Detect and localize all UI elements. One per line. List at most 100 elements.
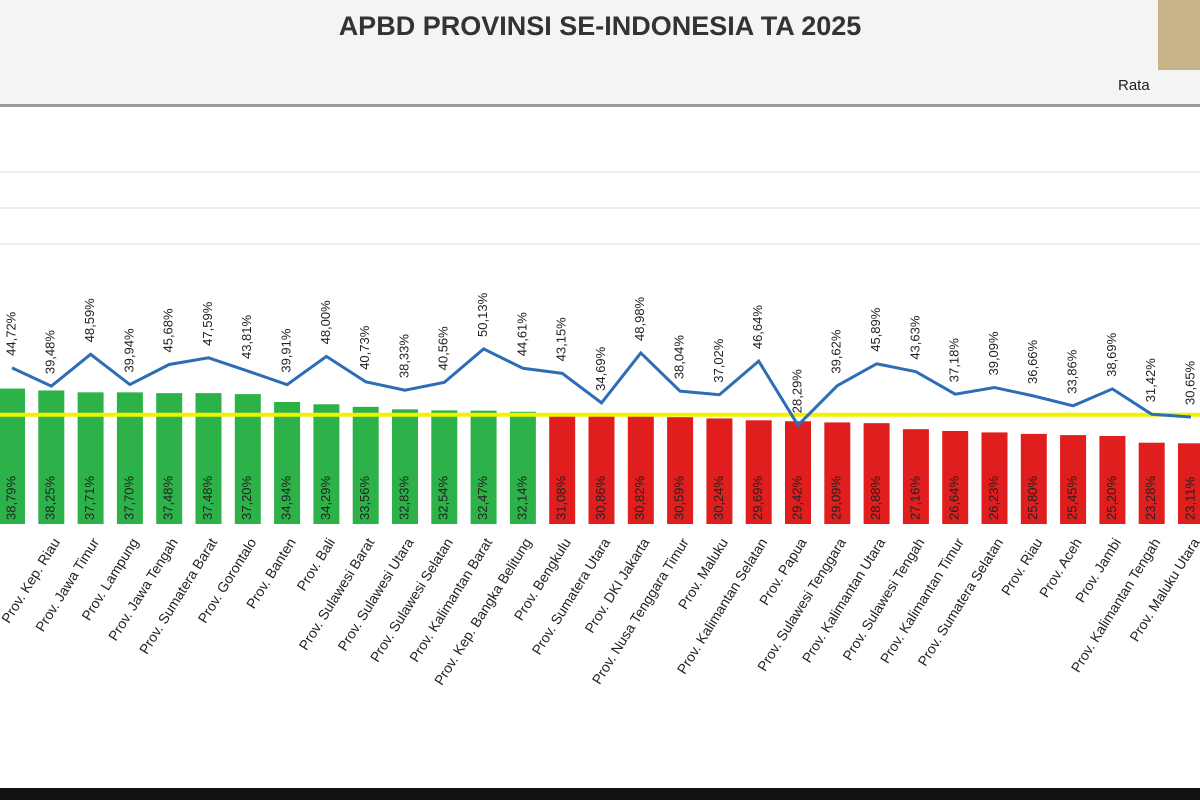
bar [38, 390, 65, 524]
line-series [11, 347, 1192, 428]
chart-title: APBD PROVINSI SE-INDONESIA TA 2025 [339, 11, 862, 41]
bar-value-label: 37,70% [121, 475, 136, 520]
bar-value-label: 23,11% [1182, 476, 1197, 520]
bar [1020, 433, 1047, 524]
bar [352, 406, 379, 524]
bar-value-label: 34,29% [318, 475, 333, 520]
bar-value-label: 29,69% [750, 475, 765, 520]
line-value-label: 44,61% [514, 312, 529, 357]
bar [392, 409, 418, 524]
line-value-label: 48,00% [318, 300, 333, 345]
line-value-label: 36,66% [1025, 339, 1040, 384]
line-value-label: 45,68% [161, 308, 176, 353]
line-value-label: 37,18% [947, 338, 962, 383]
line-value-label: 39,48% [43, 330, 58, 375]
bar [431, 410, 458, 524]
bar-value-label: 32,14% [514, 475, 529, 520]
bar [824, 422, 851, 524]
bar [627, 416, 654, 524]
line-value-label: 33,86% [1065, 349, 1080, 394]
bar [981, 432, 1008, 524]
bar-value-label: 29,09% [829, 475, 844, 520]
bar-value-label: 30,24% [711, 475, 726, 520]
line-value-label: 44,72% [3, 311, 18, 356]
bar-value-label: 28,88% [868, 475, 883, 520]
line-value-label: 38,69% [1104, 332, 1119, 377]
bar-value-label: 26,23% [986, 475, 1001, 520]
bar [509, 411, 536, 524]
bar-value-label: 32,54% [436, 475, 451, 520]
bar-value-label: 25,45% [1065, 475, 1080, 520]
line-value-label: 38,04% [672, 335, 687, 380]
bar [1178, 443, 1200, 524]
bar-value-label: 37,48% [161, 475, 176, 520]
bar-value-label: 23,28% [1143, 475, 1158, 520]
bar-value-label: 38,25% [43, 475, 58, 520]
bar [667, 417, 694, 524]
line-value-label: 48,98% [632, 296, 647, 341]
line-value-label: 40,73% [357, 325, 372, 370]
x-tick-label: Prov. Sulawesi Barat [296, 535, 378, 653]
legend-text: Rata [1118, 77, 1150, 94]
bar [863, 423, 890, 524]
bar [470, 410, 497, 524]
bar [706, 418, 733, 524]
bar-value-label: 37,20% [239, 475, 254, 520]
bar-value-label: 30,86% [593, 475, 608, 520]
line-value-label: 37,02% [711, 338, 726, 383]
bar-value-label: 25,20% [1104, 475, 1119, 520]
line-value-label: 28,29% [789, 369, 804, 414]
line-value-label: 39,91% [279, 328, 294, 373]
line-value-label: 46,64% [750, 305, 765, 350]
line-value-label: 43,81% [239, 314, 254, 359]
bar [274, 402, 301, 524]
bar-value-label: 26,64% [947, 475, 962, 520]
bar [745, 420, 772, 524]
bar-value-label: 31,08% [554, 475, 569, 520]
line-value-label: 48,59% [82, 298, 97, 343]
bar [549, 415, 576, 524]
line-value-label: 39,94% [121, 328, 136, 373]
bar-value-label: 33,56% [357, 475, 372, 520]
bar [902, 429, 929, 524]
bar-value-label: 29,42% [789, 475, 804, 520]
bar-value-label: 37,71% [82, 475, 97, 520]
bar [1138, 442, 1165, 524]
bar-value-label: 30,82% [632, 475, 647, 520]
bar-value-label: 27,16% [907, 475, 922, 520]
bar-value-label: 25,80% [1025, 475, 1040, 520]
bar [942, 430, 969, 524]
bar [0, 388, 25, 524]
bar [1060, 435, 1087, 524]
line-value-label: 38,33% [396, 334, 411, 379]
bar-value-label: 32,83% [396, 475, 411, 520]
line-value-label: 40,56% [436, 326, 451, 371]
x-tick-label: Prov. Maluku Utara [1126, 535, 1200, 644]
bar-value-label: 30,59% [672, 475, 687, 520]
line-value-label: 47,59% [200, 301, 215, 346]
line-value-label: 31,42% [1143, 358, 1158, 403]
bar [313, 404, 340, 524]
bar [785, 421, 811, 524]
header-rule [0, 104, 1200, 107]
bar-value-label: 37,48% [200, 475, 215, 520]
bottom-bar [0, 788, 1200, 800]
bar-value-label: 38,79% [3, 475, 18, 520]
header-band [0, 0, 1200, 104]
line-value-label: 43,63% [907, 315, 922, 360]
x-tick-label: Prov. Bali [293, 535, 338, 593]
line-value-label: 39,62% [829, 329, 844, 374]
line-value-label: 30,65% [1182, 360, 1197, 405]
bar-value-label: 32,47% [475, 475, 490, 520]
line-value-label: 34,69% [593, 346, 608, 391]
line-value-label: 43,15% [554, 317, 569, 362]
bar-value-label: 34,94% [279, 475, 294, 520]
bar [588, 416, 615, 524]
corner-image [1158, 0, 1200, 70]
line-value-label: 50,13% [475, 292, 490, 337]
line-value-label: 39,09% [986, 331, 1001, 376]
line-value-label: 45,89% [868, 307, 883, 352]
bar [1099, 436, 1126, 524]
